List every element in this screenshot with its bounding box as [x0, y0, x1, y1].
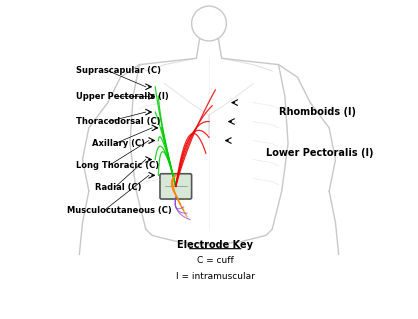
Text: Thoracodorsal (C): Thoracodorsal (C): [76, 117, 161, 126]
Text: I = intramuscular: I = intramuscular: [176, 272, 255, 281]
Text: Upper Pectoralis (I): Upper Pectoralis (I): [76, 92, 169, 101]
Text: Axillary (C): Axillary (C): [92, 139, 145, 148]
Text: Radial (C): Radial (C): [95, 183, 142, 192]
Text: Musculocutaneous (C): Musculocutaneous (C): [67, 206, 171, 215]
Text: C = cuff: C = cuff: [197, 256, 234, 265]
FancyBboxPatch shape: [160, 174, 191, 199]
Text: Lower Pectoralis (I): Lower Pectoralis (I): [266, 148, 373, 158]
Text: Long Thoracic (C): Long Thoracic (C): [76, 161, 159, 170]
Text: Suprascapular (C): Suprascapular (C): [76, 66, 161, 76]
Text: Electrode Key: Electrode Key: [177, 240, 253, 250]
Text: Rhomboids (I): Rhomboids (I): [278, 107, 356, 117]
